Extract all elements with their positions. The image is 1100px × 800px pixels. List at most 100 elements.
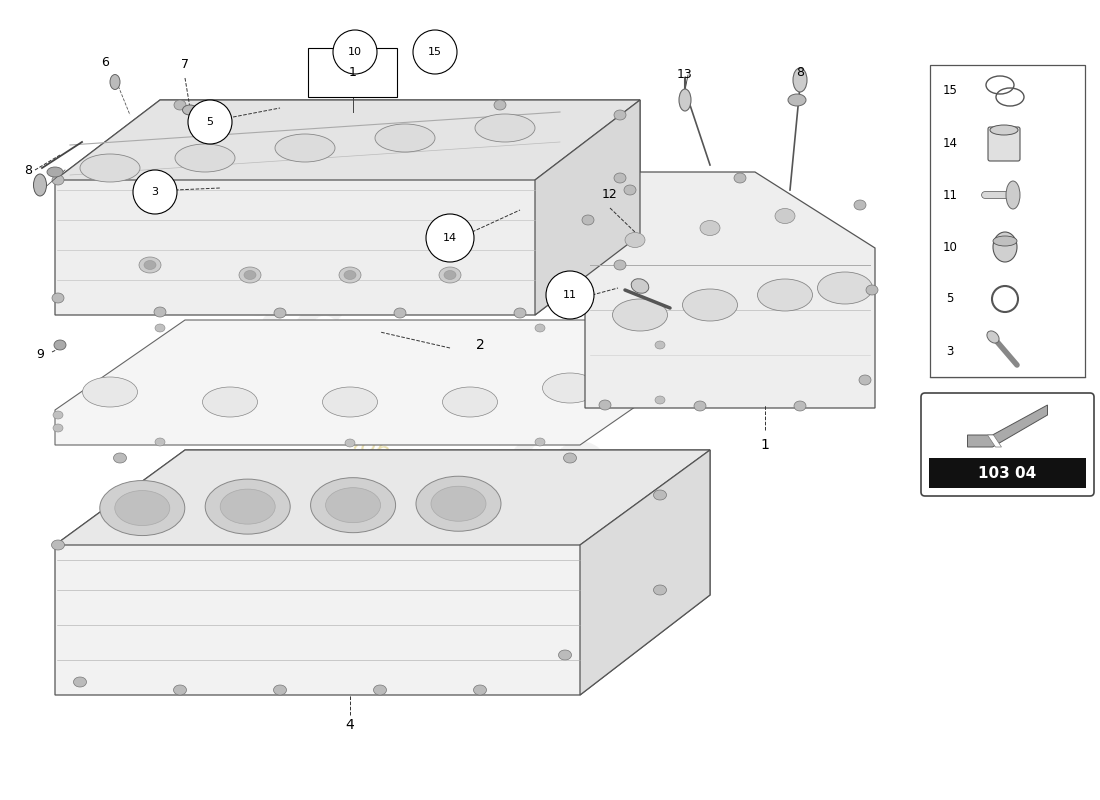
Text: 10: 10: [348, 47, 362, 57]
Ellipse shape: [114, 490, 169, 526]
FancyBboxPatch shape: [921, 393, 1094, 496]
Text: 14: 14: [443, 233, 458, 243]
Ellipse shape: [854, 200, 866, 210]
Ellipse shape: [375, 124, 434, 152]
Ellipse shape: [614, 173, 626, 183]
Polygon shape: [55, 100, 640, 180]
Ellipse shape: [542, 373, 597, 403]
Text: 103 04: 103 04: [978, 466, 1036, 482]
Ellipse shape: [794, 401, 806, 411]
Ellipse shape: [653, 490, 667, 500]
Text: 11: 11: [563, 290, 578, 300]
Ellipse shape: [600, 400, 610, 410]
Text: 1: 1: [760, 438, 769, 452]
Ellipse shape: [80, 154, 140, 182]
Ellipse shape: [345, 439, 355, 447]
Text: 9: 9: [36, 349, 44, 362]
Text: 15: 15: [428, 47, 442, 57]
Ellipse shape: [682, 289, 737, 321]
Ellipse shape: [442, 387, 497, 417]
Ellipse shape: [653, 585, 667, 595]
Ellipse shape: [613, 299, 668, 331]
Ellipse shape: [155, 438, 165, 446]
Circle shape: [546, 271, 594, 319]
Circle shape: [333, 30, 377, 74]
Ellipse shape: [310, 478, 396, 533]
Ellipse shape: [788, 94, 806, 106]
Text: 7: 7: [182, 58, 189, 71]
Text: 5: 5: [207, 117, 213, 127]
Circle shape: [133, 170, 177, 214]
Ellipse shape: [993, 236, 1018, 246]
Ellipse shape: [987, 331, 999, 343]
Text: 8: 8: [24, 163, 32, 177]
Ellipse shape: [54, 340, 66, 350]
Ellipse shape: [614, 110, 626, 120]
Ellipse shape: [431, 486, 486, 522]
Polygon shape: [55, 450, 710, 695]
Text: 10: 10: [943, 241, 957, 254]
Ellipse shape: [1006, 181, 1020, 209]
Text: 1: 1: [349, 66, 356, 79]
Text: 13: 13: [678, 69, 693, 82]
Ellipse shape: [202, 387, 257, 417]
Ellipse shape: [514, 308, 526, 318]
Ellipse shape: [113, 453, 127, 463]
Ellipse shape: [625, 233, 645, 247]
Ellipse shape: [344, 270, 356, 279]
FancyBboxPatch shape: [308, 48, 397, 97]
Ellipse shape: [339, 267, 361, 283]
Text: 3: 3: [946, 345, 954, 358]
Ellipse shape: [563, 453, 576, 463]
Text: 8: 8: [796, 66, 804, 78]
Polygon shape: [55, 320, 710, 445]
Polygon shape: [585, 172, 874, 408]
Polygon shape: [55, 450, 710, 545]
Ellipse shape: [700, 221, 720, 235]
Ellipse shape: [654, 396, 666, 404]
Ellipse shape: [535, 438, 544, 446]
Polygon shape: [55, 100, 640, 315]
Ellipse shape: [475, 114, 535, 142]
Ellipse shape: [394, 308, 406, 318]
Circle shape: [426, 214, 474, 262]
FancyBboxPatch shape: [988, 127, 1020, 161]
Ellipse shape: [82, 377, 138, 407]
Text: 5: 5: [946, 293, 954, 306]
Ellipse shape: [244, 270, 256, 279]
Bar: [930, 65, 1085, 377]
Text: 4: 4: [345, 718, 354, 732]
Ellipse shape: [793, 68, 807, 92]
Ellipse shape: [274, 308, 286, 318]
Circle shape: [412, 30, 456, 74]
Ellipse shape: [444, 270, 456, 279]
Text: 15: 15: [943, 85, 957, 98]
Ellipse shape: [694, 401, 706, 411]
Text: 6: 6: [101, 55, 109, 69]
Ellipse shape: [110, 74, 120, 90]
Ellipse shape: [53, 411, 63, 419]
Circle shape: [188, 100, 232, 144]
Ellipse shape: [206, 479, 290, 534]
Text: 14: 14: [943, 137, 957, 150]
Ellipse shape: [326, 488, 381, 522]
Ellipse shape: [33, 174, 46, 196]
Ellipse shape: [144, 261, 156, 270]
Ellipse shape: [175, 144, 235, 172]
Ellipse shape: [155, 324, 165, 332]
Ellipse shape: [52, 293, 64, 303]
Ellipse shape: [582, 215, 594, 225]
Ellipse shape: [679, 89, 691, 111]
Ellipse shape: [220, 489, 275, 524]
Ellipse shape: [535, 324, 544, 332]
Ellipse shape: [990, 125, 1018, 135]
Polygon shape: [988, 435, 1001, 447]
Ellipse shape: [654, 341, 666, 349]
Ellipse shape: [154, 307, 166, 317]
Ellipse shape: [866, 285, 878, 295]
Ellipse shape: [274, 685, 286, 695]
Ellipse shape: [52, 540, 65, 550]
Ellipse shape: [993, 232, 1018, 262]
Ellipse shape: [100, 481, 185, 535]
Text: 11: 11: [943, 189, 957, 202]
